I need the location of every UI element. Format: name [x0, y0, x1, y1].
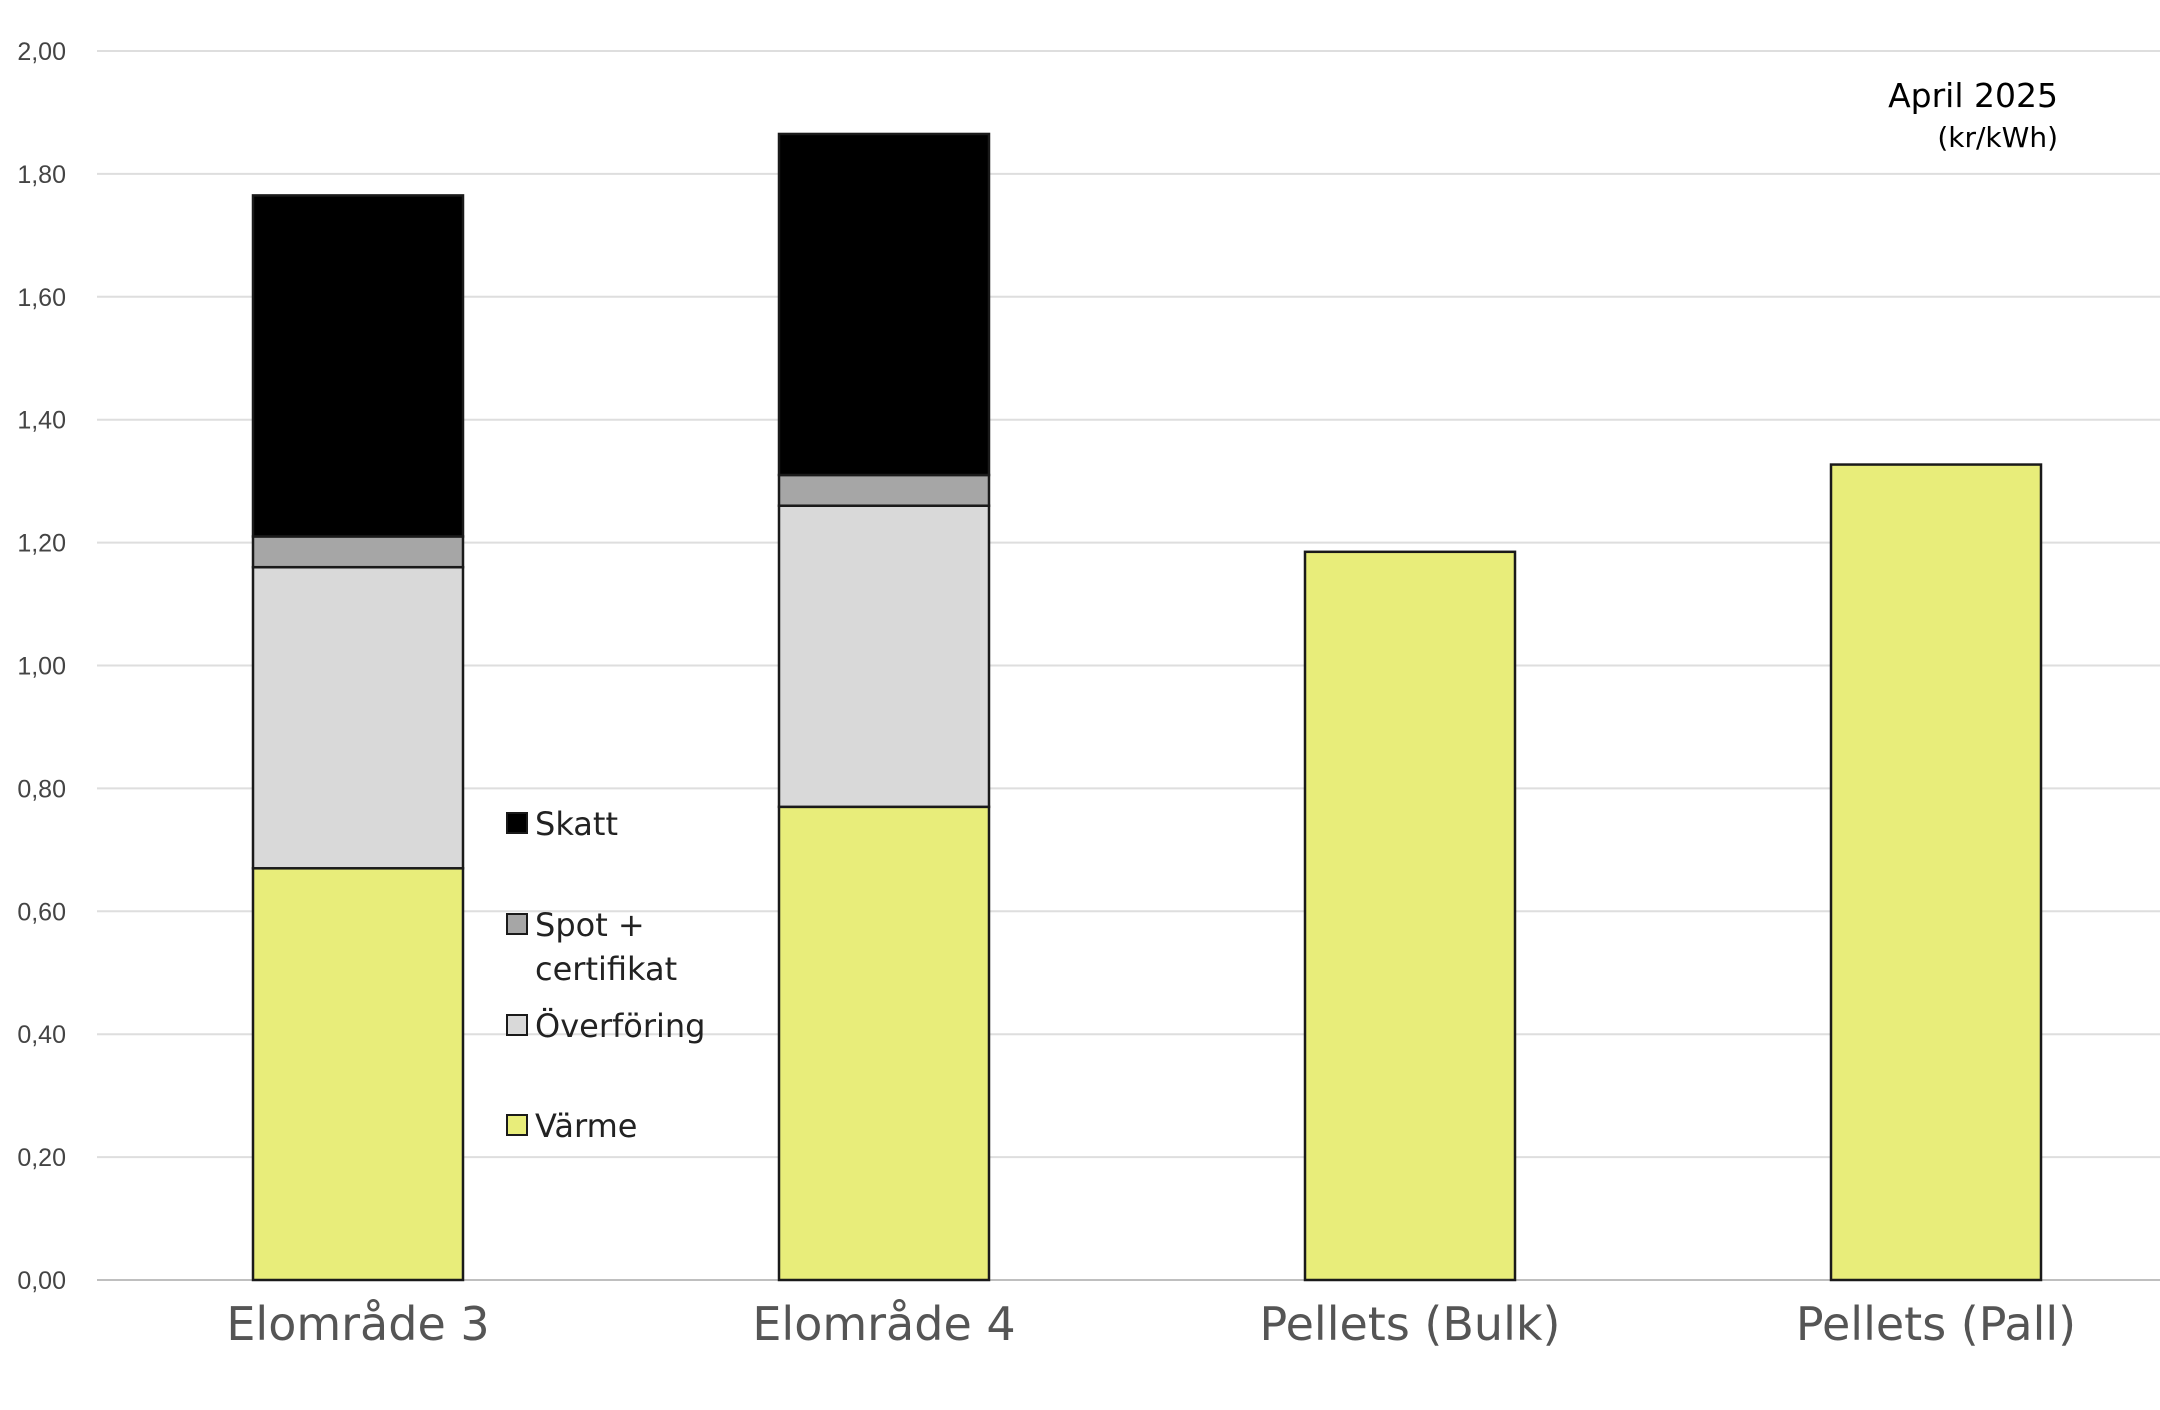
bar-segment-2 [777, 805, 991, 1282]
legend-label: Värme [535, 1107, 637, 1145]
chart-title: April 2025 [1888, 76, 2058, 115]
y-tick-label: 0,80 [17, 775, 66, 803]
legend-item-4: Värme [506, 1107, 637, 1145]
legend-swatch [506, 913, 528, 935]
legend-swatch [506, 812, 528, 834]
y-axis-ticks: 0,00 0,20 0,40 0,60 0,80 1,00 1,20 1,40 1,60 1,80… [17, 38, 66, 1295]
y-tick-label: 1,40 [17, 407, 66, 435]
bar-segment-3 [1303, 550, 1517, 1282]
y-tick-label: 0,40 [17, 1021, 66, 1049]
legend-label: Överföring [535, 1007, 705, 1045]
legend-item-2: Spot + certifikat [506, 906, 677, 988]
bar-segment-1 [251, 194, 465, 538]
legend-item-3: Överföring [506, 1007, 705, 1045]
chart-subtitle: (kr/kWh) [1937, 121, 2058, 154]
legend-label: Spot + [535, 906, 645, 944]
legend: Skatt Spot + certifikat Överföring Värme [506, 805, 705, 1145]
bars [251, 132, 2043, 1282]
y-tick-label: 1,00 [17, 653, 66, 681]
x-category-label: Elområde 3 [226, 1297, 489, 1351]
bar-segment-4 [1829, 463, 2043, 1282]
y-tick-label: 1,60 [17, 284, 66, 312]
legend-label: Skatt [535, 805, 618, 843]
legend-swatch [506, 1014, 528, 1036]
bar-segment-2 [777, 132, 991, 477]
x-category-label: Elområde 4 [752, 1297, 1015, 1351]
bar-segment-2 [777, 473, 991, 507]
legend-swatch [506, 1114, 528, 1136]
y-tick-label: 1,80 [17, 161, 66, 189]
legend-label: certifikat [535, 950, 677, 988]
y-tick-label: 0,00 [17, 1267, 66, 1295]
x-axis-categories: Elområde 3 Elområde 4 Pellets (Bulk) Pellet… [226, 1297, 2076, 1351]
y-tick-label: 0,20 [17, 1144, 66, 1172]
bar-segment-2 [777, 504, 991, 809]
y-tick-label: 1,20 [17, 530, 66, 558]
y-tick-label: 2,00 [17, 38, 66, 66]
x-category-label: Pellets (Pall) [1796, 1297, 2076, 1351]
y-tick-label: 0,60 [17, 898, 66, 926]
bar-segment-1 [251, 535, 465, 569]
legend-item-1: Skatt [506, 805, 618, 843]
x-category-label: Pellets (Bulk) [1260, 1297, 1561, 1351]
bar-segment-1 [251, 565, 465, 870]
bar-segment-1 [251, 867, 465, 1282]
